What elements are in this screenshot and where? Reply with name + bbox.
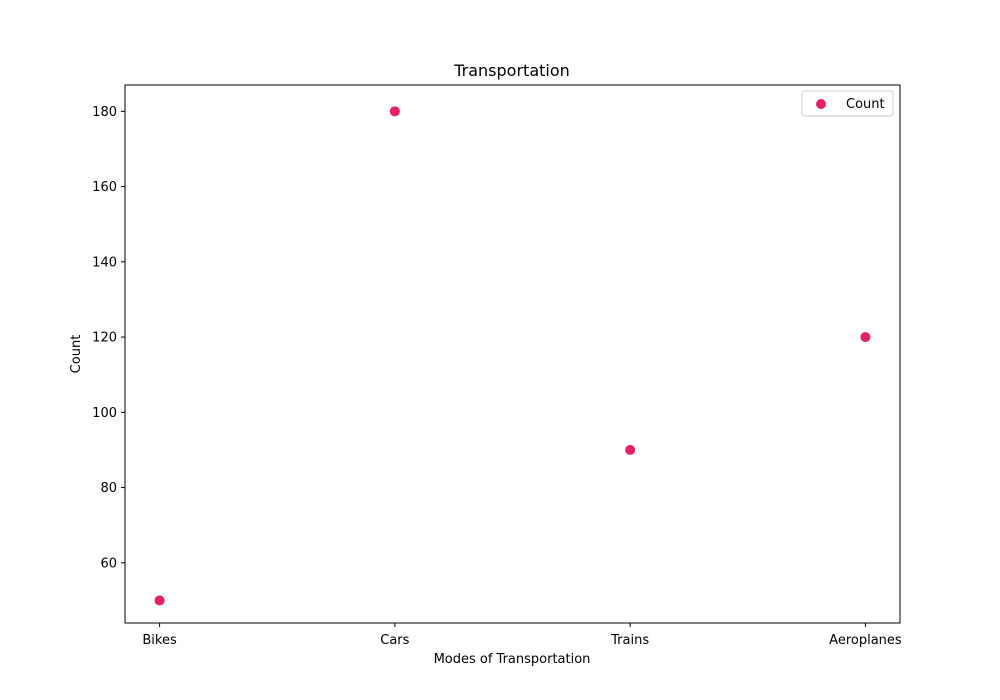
- y-axis-ticks: 60 80 100 120 140 160 180: [92, 105, 125, 571]
- legend-marker: [816, 99, 826, 109]
- data-point: [860, 332, 871, 343]
- legend-label: Count: [846, 97, 885, 112]
- legend-box: [801, 90, 894, 117]
- legend: Count: [801, 90, 894, 117]
- y-tick-label: 60: [100, 556, 117, 571]
- plot-area-frame: [124, 84, 901, 624]
- x-axis-ticks: Bikes Cars Trains Aeroplanes: [142, 623, 902, 648]
- chart-title: Transportation: [453, 61, 570, 80]
- data-point: [154, 595, 165, 606]
- y-axis-label: Count: [69, 335, 84, 374]
- y-tick-label: 140: [92, 255, 117, 270]
- x-axis-label: Modes of Transportation: [434, 652, 591, 667]
- data-points: [154, 106, 871, 606]
- x-tick-label: Aeroplanes: [829, 633, 902, 648]
- y-tick-label: 180: [92, 105, 117, 120]
- x-tick-label: Cars: [380, 633, 409, 648]
- data-point: [625, 444, 636, 455]
- y-tick-label: 100: [92, 406, 117, 421]
- x-tick-label: Trains: [610, 633, 649, 648]
- x-tick-label: Bikes: [142, 633, 177, 648]
- y-tick-label: 160: [92, 180, 117, 195]
- y-tick-label: 80: [100, 481, 117, 496]
- data-point: [389, 106, 400, 117]
- y-tick-label: 120: [92, 331, 117, 346]
